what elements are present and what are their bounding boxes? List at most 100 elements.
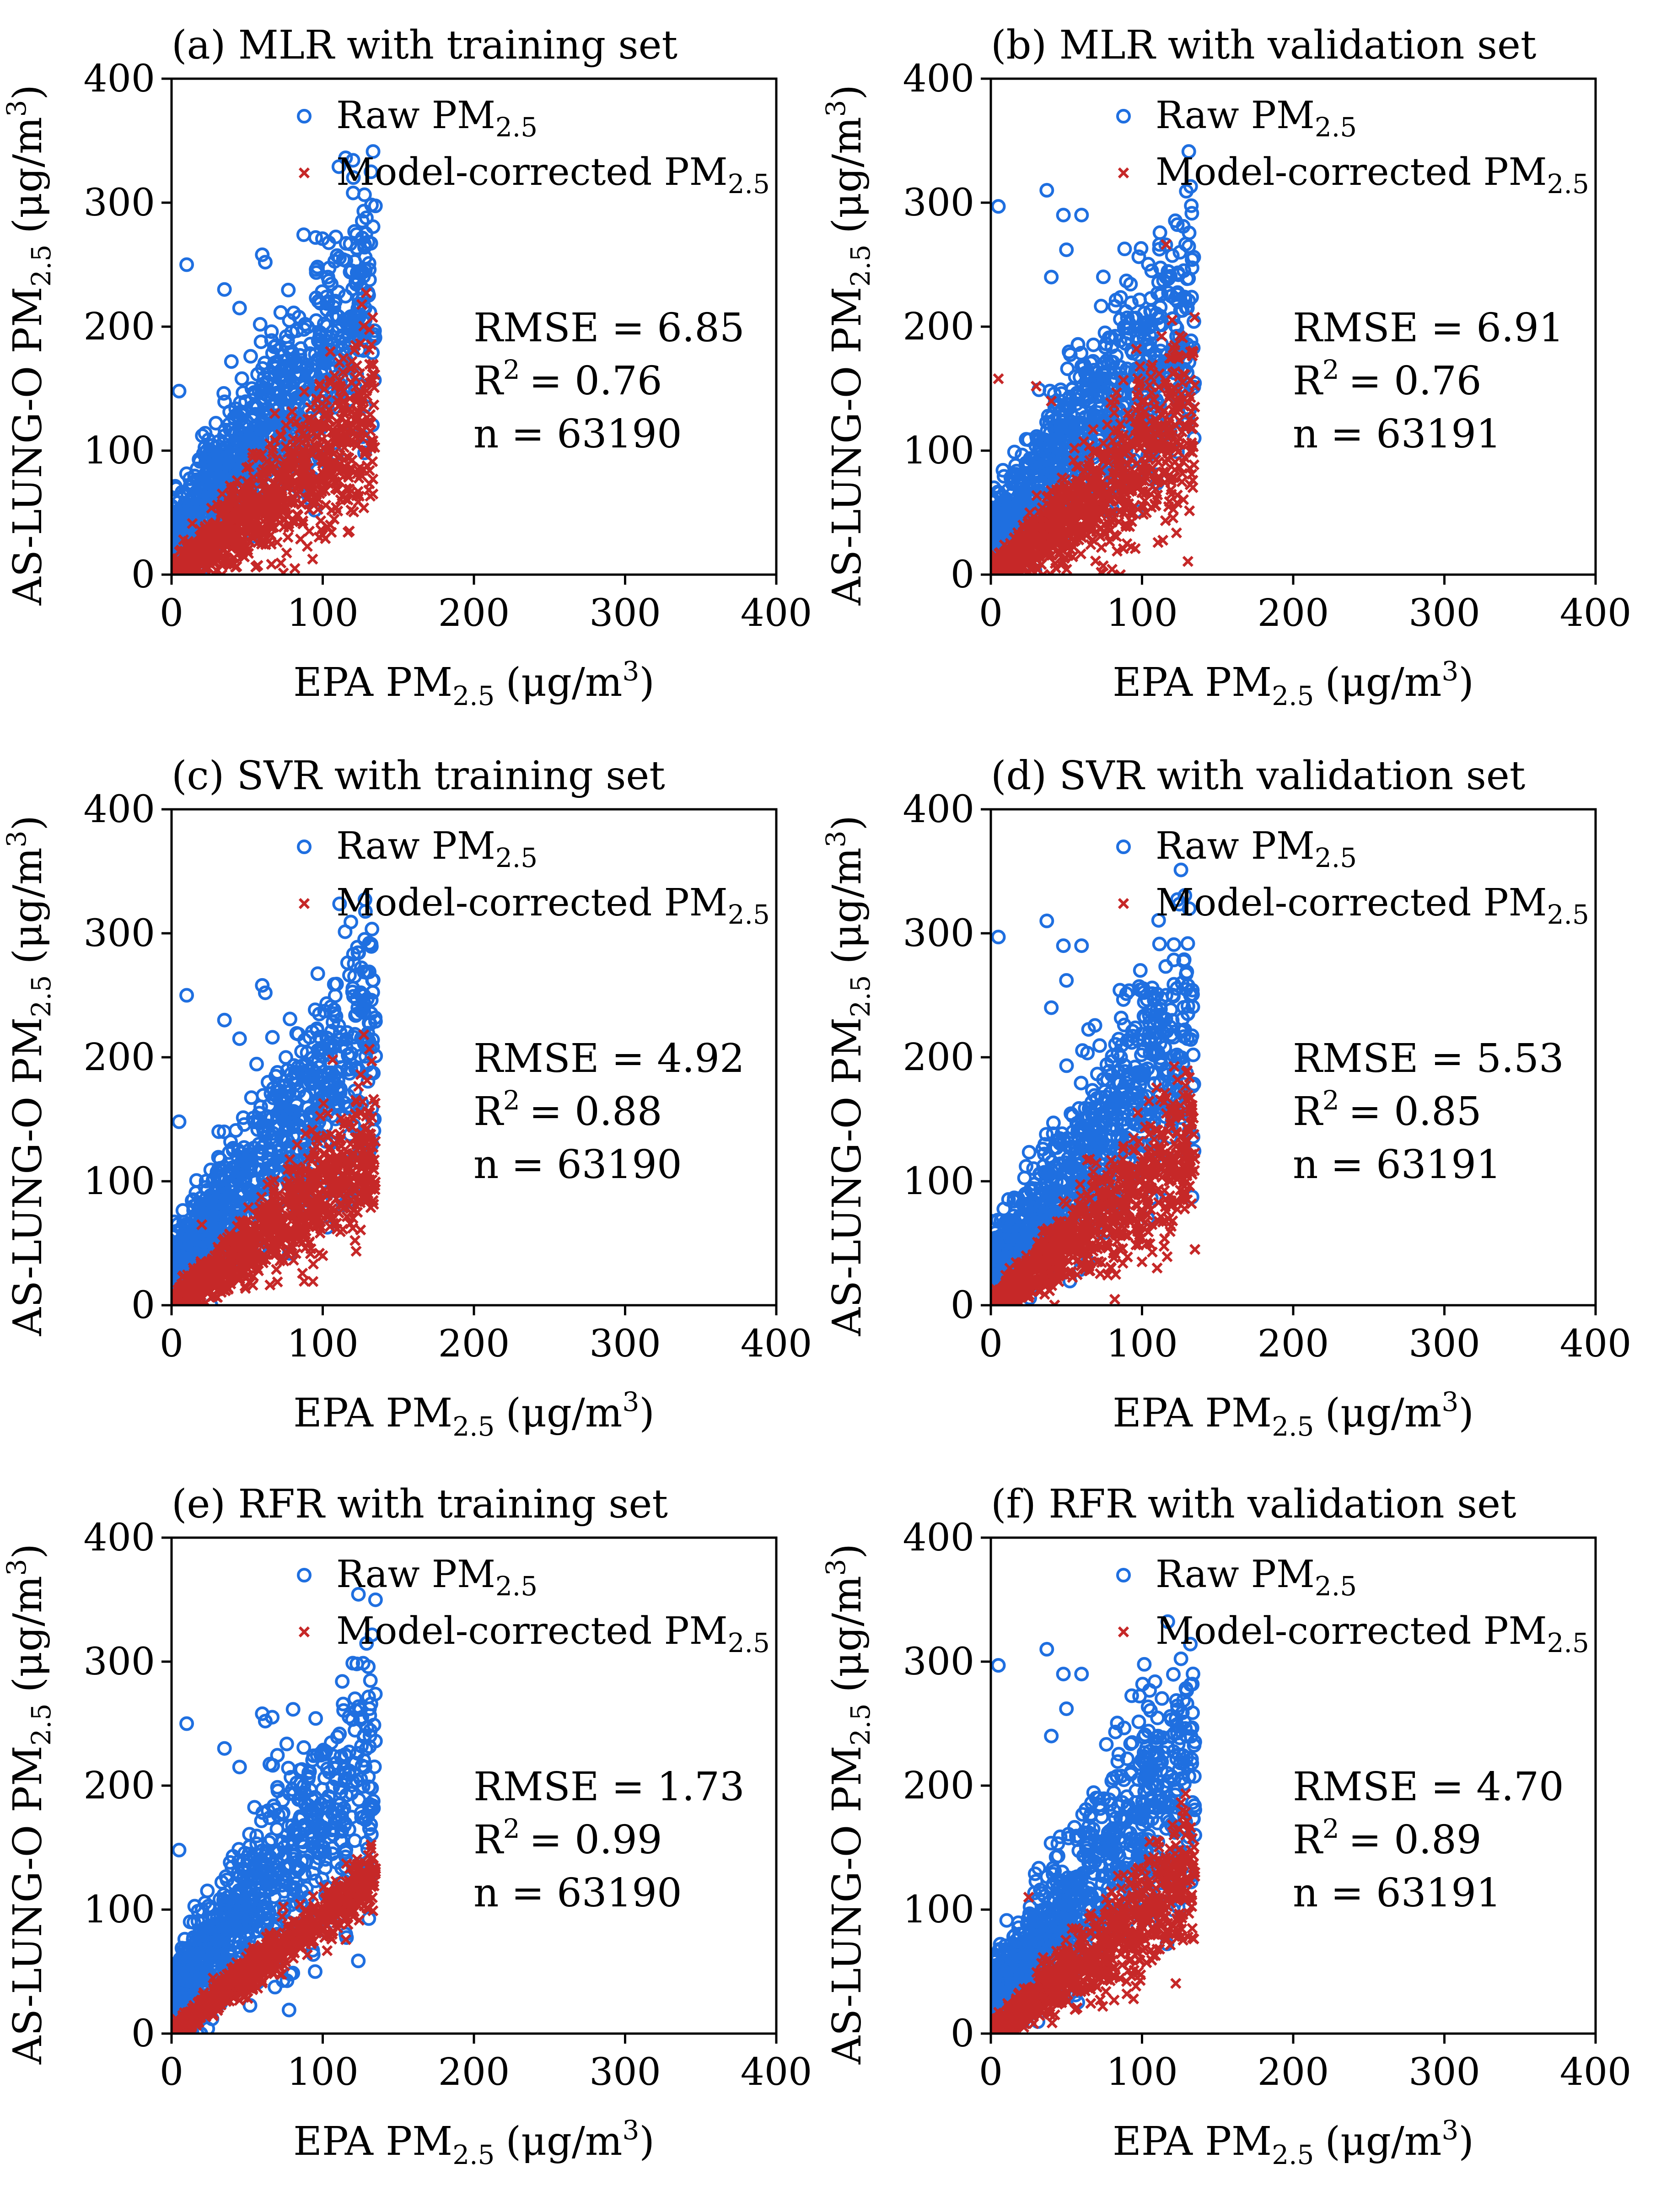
raw-pm25-point <box>991 505 1003 520</box>
corrected-pm25-point <box>1163 501 1174 512</box>
corrected-pm25-point <box>1095 508 1106 519</box>
raw-pm25-point <box>333 1025 348 1040</box>
raw-pm25-point <box>225 1160 240 1175</box>
corrected-pm25-point <box>280 457 292 468</box>
corrected-pm25-point <box>324 519 336 531</box>
raw-pm25-point <box>1062 397 1077 412</box>
corrected-pm25-point <box>332 426 344 438</box>
corrected-pm25-point <box>282 532 294 543</box>
corrected-pm25-point <box>1177 377 1188 388</box>
corrected-pm25-point <box>1009 532 1020 544</box>
raw-pm25-point <box>357 187 372 202</box>
corrected-pm25-point <box>1179 369 1191 380</box>
raw-pm25-point <box>172 1214 182 1229</box>
corrected-pm25-point <box>216 488 228 500</box>
corrected-pm25-point <box>1187 474 1199 486</box>
corrected-pm25-point <box>1131 343 1142 355</box>
corrected-pm25-point <box>256 492 268 503</box>
corrected-pm25-point <box>301 493 312 504</box>
corrected-pm25-point <box>1069 442 1080 454</box>
legend-corrected-marker <box>298 167 310 179</box>
corrected-pm25-point <box>187 518 198 529</box>
raw-pm25-point <box>1059 242 1074 257</box>
corrected-pm25-point <box>299 386 310 398</box>
raw-pm25-point <box>1074 345 1089 361</box>
corrected-pm25-point <box>1140 487 1152 499</box>
corrected-pm25-point <box>1117 459 1128 471</box>
corrected-pm25-point <box>275 431 287 442</box>
raw-pm25-point <box>217 1124 232 1139</box>
raw-pm25-point <box>347 323 362 339</box>
corrected-pm25-point <box>353 473 365 484</box>
raw-pm25-point <box>1070 388 1085 404</box>
raw-pm25-point <box>349 227 364 242</box>
corrected-pm25-point <box>358 320 370 332</box>
raw-pm25-point <box>366 219 381 234</box>
raw-pm25-point <box>1181 144 1196 159</box>
raw-pm25-point <box>1180 301 1195 316</box>
raw-pm25-point <box>293 341 308 356</box>
raw-pm25-point <box>328 229 344 244</box>
corrected-pm25-point <box>357 418 369 429</box>
corrected-pm25-point <box>1133 401 1144 413</box>
y-tick-label: 300 <box>903 181 974 225</box>
raw-pm25-point <box>211 1124 226 1139</box>
raw-pm25-point <box>232 1031 247 1046</box>
raw-pm25-point <box>321 1065 336 1080</box>
corrected-pm25-point <box>1038 529 1050 540</box>
raw-pm25-point <box>295 355 310 371</box>
corrected-pm25-point <box>285 497 297 509</box>
corrected-pm25-point <box>1075 548 1087 560</box>
corrected-pm25-point <box>1097 560 1109 571</box>
raw-pm25-point <box>224 354 239 369</box>
x-tick-label: 300 <box>1408 592 1480 635</box>
raw-pm25-point <box>206 468 221 484</box>
corrected-pm25-point <box>1036 511 1047 523</box>
corrected-pm25-point <box>268 521 280 533</box>
raw-pm25-point <box>1140 353 1155 368</box>
raw-pm25-point <box>179 988 194 1003</box>
corrected-pm25-point <box>1121 538 1133 549</box>
raw-pm25-point <box>1186 250 1201 265</box>
raw-pm25-point <box>304 1061 319 1076</box>
raw-pm25-point <box>338 924 353 939</box>
corrected-pm25-point <box>1172 350 1184 361</box>
raw-pm25-point <box>1096 269 1111 285</box>
corrected-pm25-point <box>348 506 360 518</box>
corrected-pm25-point <box>1189 401 1200 413</box>
raw-pm25-point <box>172 1224 184 1239</box>
corrected-pm25-point <box>356 299 368 310</box>
raw-pm25-point <box>365 921 380 936</box>
raw-pm25-point <box>366 1066 381 1081</box>
corrected-pm25-point <box>1163 474 1174 485</box>
raw-pm25-point <box>1007 444 1022 459</box>
raw-pm25-point <box>1115 371 1130 386</box>
raw-pm25-point <box>1040 467 1055 482</box>
raw-pm25-point <box>991 199 1006 214</box>
corrected-pm25-point <box>1108 399 1120 410</box>
raw-pm25-point <box>1134 241 1149 256</box>
raw-pm25-point <box>281 283 296 298</box>
corrected-pm25-point <box>349 371 361 383</box>
corrected-pm25-point <box>1189 380 1200 391</box>
raw-pm25-point <box>195 428 210 443</box>
raw-pm25-point <box>266 1157 281 1172</box>
raw-pm25-point <box>1020 481 1035 496</box>
raw-pm25-point <box>258 255 273 270</box>
corrected-pm25-point <box>1148 442 1159 453</box>
raw-pm25-point <box>1054 419 1069 434</box>
raw-pm25-point <box>282 1150 297 1165</box>
raw-pm25-point <box>230 1172 245 1187</box>
raw-pm25-point <box>327 1006 342 1021</box>
raw-pm25-point <box>258 985 273 1001</box>
raw-pm25-point <box>273 305 288 320</box>
raw-pm25-point <box>1096 379 1111 394</box>
corrected-pm25-point <box>1050 562 1062 574</box>
corrected-pm25-point <box>266 501 277 513</box>
corrected-pm25-point <box>1182 555 1193 567</box>
corrected-pm25-point <box>1045 502 1056 514</box>
corrected-pm25-point <box>1051 490 1062 501</box>
x-tick-label: 0 <box>160 592 183 635</box>
corrected-pm25-point <box>1167 512 1179 524</box>
